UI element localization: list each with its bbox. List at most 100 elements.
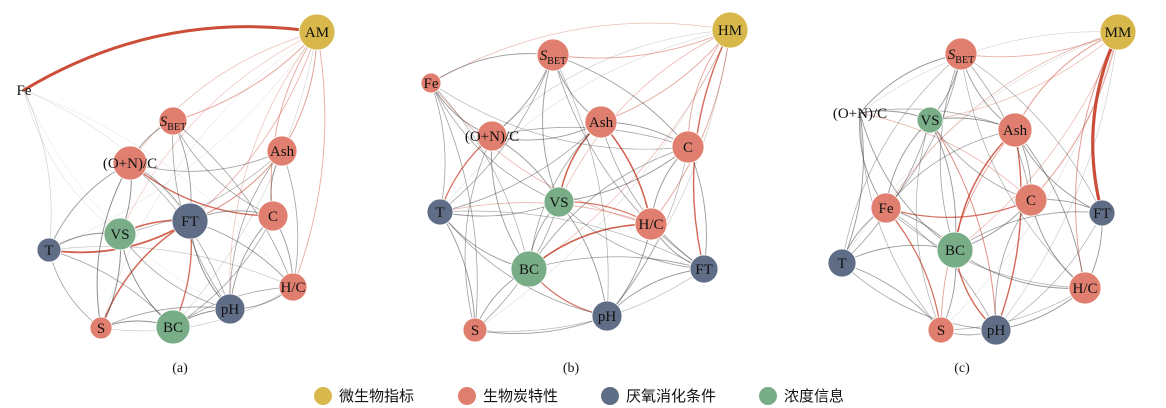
- panel-c-edge-MM-VS: [929, 31, 1119, 121]
- panel-c-edge-Fe-S: [885, 207, 942, 331]
- panel-c-edge-MM-ONC: [859, 31, 1119, 114]
- panel-c-node-SBET: SBET: [944, 37, 978, 71]
- panel-c-node-HC-label: H/C: [1072, 281, 1097, 297]
- panel-a-node-pH: pH: [214, 293, 246, 325]
- panel-b-node-HC-circle: [634, 207, 668, 241]
- legend: 微生物指标 生物炭特性 厌氧消化条件 浓度信息: [314, 387, 844, 405]
- panel-b-node-Fe-label: Fe: [424, 76, 439, 92]
- panel-c-node-Ash-circle: [997, 112, 1033, 148]
- panel-b-node-ONC-label: (O+N)/C: [465, 129, 519, 145]
- panel-a-node-pH-label: pH: [221, 302, 240, 318]
- panel-a-edge-Fe-pH: [23, 89, 231, 310]
- panel-b-node-ONC-circle: [476, 120, 508, 152]
- panel-a-node-AM-circle: [298, 13, 336, 51]
- panel-c-edge-SBET-HC: [960, 53, 1086, 289]
- panel-c-edge-SBET-T: [841, 53, 962, 264]
- panel-a-node-S: S: [89, 316, 113, 340]
- panel-c-edge-T-S: [841, 262, 942, 331]
- panel-a-node-HC: H/C: [278, 272, 308, 302]
- panel-c-edge-C-pH: [994, 199, 1032, 331]
- panel-c-node-Fe-label: Fe: [879, 201, 894, 217]
- panel-b-node-ONC: (O+N)/C: [465, 120, 519, 152]
- panel-c-node-S: S: [927, 316, 955, 344]
- panel-c-edge-Ash-HC: [1014, 129, 1086, 289]
- panel-a-edge-Fe-HC: [23, 89, 294, 288]
- panel-c-edge-MM-C: [1030, 31, 1119, 201]
- panel-a-edge-T-BC: [48, 249, 174, 328]
- panel-b-edge-T-FT: [439, 210, 705, 270]
- panel-b-node-HM-circle: [711, 11, 749, 49]
- panel-b-edge-SBET-FT: [552, 54, 705, 270]
- panel-b-node-Ash-circle: [584, 105, 618, 139]
- panel-a-nodes: AM Fe SBET (O+N)/C Ash C FT VS T H/C pH BC S: [17, 13, 336, 345]
- panel-c-edge-Ash-pH: [995, 129, 1022, 331]
- panel-a-node-C-circle: [257, 200, 289, 232]
- panel-a-edge-AM-ONC: [129, 31, 318, 164]
- panel-a-edge-T-HC: [48, 246, 294, 288]
- panel-c-edge-FT-pH: [995, 212, 1103, 331]
- panel-b-edge-VS-FT: [558, 201, 705, 270]
- panel-b-nodes: HM SBET Fe (O+N)/C Ash C VS T H/C BC FT pH S: [420, 11, 749, 343]
- panel-b-edge-Fe-BC: [430, 82, 530, 270]
- panel-b-edge-Fe-T: [430, 82, 446, 213]
- legend-swatch-anaerobic: [601, 387, 619, 405]
- panel-c-edge-MM-HC: [1075, 31, 1119, 289]
- panel-b-node-HM-label: HM: [718, 23, 742, 39]
- panel-b-node-C-circle: [671, 130, 705, 164]
- panel-a-node-T-label: T: [44, 243, 53, 259]
- panel-b-node-FT: FT: [689, 254, 719, 284]
- panel-c-node-Fe-circle: [870, 192, 902, 224]
- panel-b-edge-HM-C: [687, 29, 731, 148]
- panel-a-edge-SBET-HC: [172, 120, 294, 288]
- panel-a-node-SBET: SBET: [158, 106, 188, 136]
- panel-c-node-BC-circle: [936, 231, 974, 269]
- panel-c-edge-ONC-S: [859, 112, 942, 331]
- panel-a-node-HC-label: H/C: [280, 280, 305, 296]
- panel-b-node-S: S: [462, 317, 488, 343]
- panel-b-node-BC-circle: [510, 250, 548, 288]
- panel-b-node-pH-circle: [591, 300, 623, 332]
- panel-c-node-HC: H/C: [1068, 271, 1102, 305]
- panel-c-edge-T-pH: [841, 262, 997, 331]
- panel-a-edge-AM-pH: [229, 31, 318, 310]
- panel-a-edge-AM-C: [270, 31, 318, 217]
- panel-a-node-Fe-label: Fe: [17, 83, 32, 99]
- panel-c-edge-MM-pH: [995, 31, 1119, 331]
- panel-c-node-HC-circle: [1068, 271, 1102, 305]
- panel-a-node-T-circle: [36, 237, 62, 263]
- panel-b-node-Fe: Fe: [420, 72, 442, 94]
- legend-label-biochar: 生物炭特性: [483, 387, 558, 405]
- panel-b-node-FT-label: FT: [695, 262, 713, 278]
- panel-c-label: (c): [954, 361, 970, 376]
- panel-c-node-T-circle: [827, 248, 857, 278]
- panel-c-node-pH: pH: [980, 314, 1012, 346]
- panel-a-node-SBET-circle: [158, 106, 188, 136]
- panel-b-node-FT-circle: [689, 254, 719, 284]
- panel-a-node-Ash: Ash: [266, 135, 298, 167]
- panel-a-edge-ONC-Ash: [129, 150, 283, 172]
- panel-a-edge-S-HC: [100, 286, 294, 332]
- panel-a-edge-Fe-T: [23, 89, 52, 251]
- panel-b-node-HM: HM: [711, 11, 749, 49]
- panel-b-node-C: C: [671, 130, 705, 164]
- panel-a-label: (a): [172, 361, 188, 376]
- panel-b-edges: [430, 22, 731, 335]
- panel-b-node-SBET: SBET: [536, 38, 570, 72]
- panel-a-node-ONC: (O+N)/C: [103, 145, 157, 181]
- panel-b-edge-SBET-T: [439, 54, 554, 213]
- panel-b-edge-HM-VS: [558, 29, 731, 203]
- panel-b-edge-HM-S: [474, 29, 731, 331]
- panel-b-node-VS: VS: [543, 186, 575, 218]
- panel-b-node-T-circle: [426, 198, 454, 226]
- panel-c-node-SBET-circle: [944, 37, 978, 71]
- panel-c-edge-ONC-BC: [859, 112, 956, 251]
- panel-c-node-MM-label: MM: [1105, 25, 1132, 41]
- panel-b-edge-SBET-pH: [552, 54, 609, 317]
- panel-c-edge-VS-S: [915, 119, 942, 331]
- panel-c: MM SBET (O+N)/C VS Ash Fe C FT BC T H/C S pH (c): [827, 13, 1137, 376]
- panel-b-node-S-label: S: [471, 323, 479, 339]
- panel-b-node-BC-label: BC: [519, 262, 539, 278]
- panel-a-node-ONC-label: (O+N)/C: [103, 156, 157, 172]
- legend-item-anaerobic: 厌氧消化条件: [601, 387, 716, 405]
- panel-c-node-pH-circle: [980, 314, 1012, 346]
